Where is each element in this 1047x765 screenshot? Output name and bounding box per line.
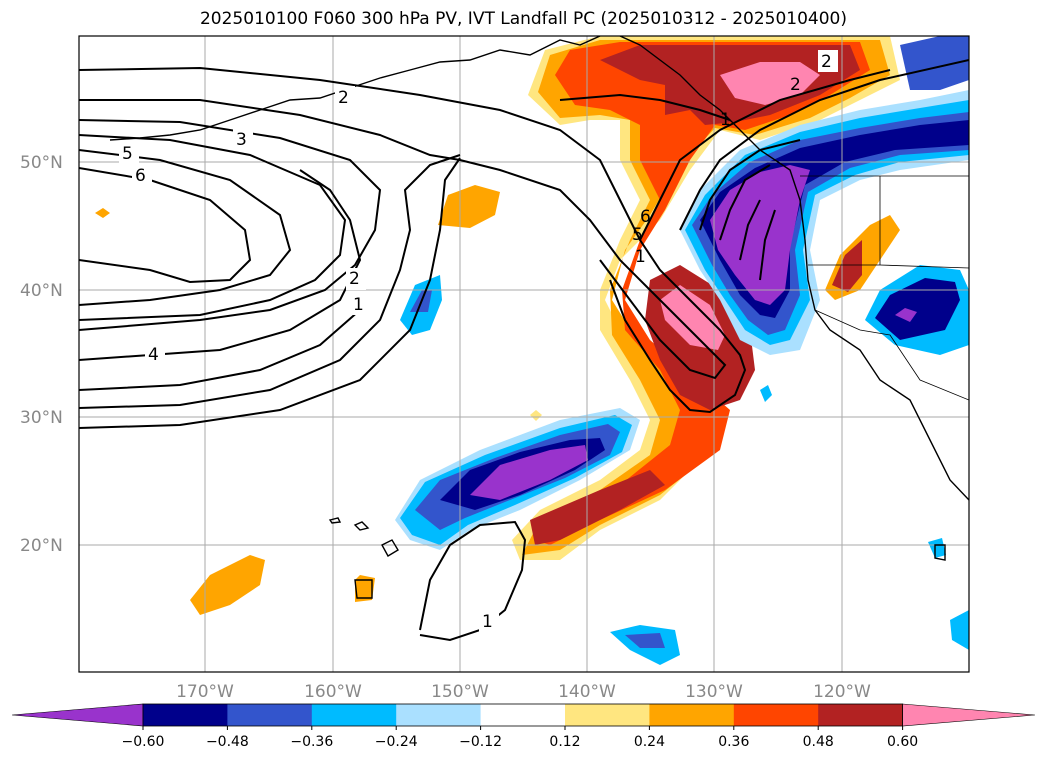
colorbar-segment <box>818 704 904 726</box>
colorbar-segment <box>396 704 482 726</box>
contour-label: 1 <box>353 295 364 315</box>
map-frame <box>78 35 970 673</box>
colorbar: −0.60 −0.48 −0.36 −0.24 −0.12 0.12 0.24 0.36 0.4… <box>11 703 1036 750</box>
map-title: 2025010100 F060 300 hPa PV, IVT Landfall… <box>199 9 847 29</box>
colorbar-segment <box>733 704 819 726</box>
colorbar-segment <box>227 704 313 726</box>
colorbar-frame <box>142 703 903 727</box>
lon-label: 160°W <box>304 682 362 702</box>
colorbar-segment <box>649 704 735 726</box>
colorbar-tick-label: 0.36 <box>718 734 749 750</box>
colorbar-tick-label: 0.12 <box>549 734 580 750</box>
colorbar-tick-label: −0.60 <box>122 734 165 750</box>
contour-label: 6 <box>640 207 651 227</box>
gridlines <box>79 36 969 672</box>
colorbar-tick-label: 0.48 <box>803 734 834 750</box>
lat-label: 50°N <box>20 153 63 173</box>
contour-label-group: 2 3 5 6 4 2 1 1 2 6 5 1 2 1 <box>119 50 838 632</box>
contour-label: 2 <box>338 88 349 108</box>
lon-label: 120°W <box>813 682 871 702</box>
lat-label: 20°N <box>20 536 63 556</box>
pv-contours <box>79 59 969 642</box>
colorbar-segment <box>565 704 650 726</box>
lon-label: 140°W <box>558 682 616 702</box>
borders <box>800 175 969 401</box>
shading-layer <box>95 36 969 665</box>
contour-label: 5 <box>632 225 643 245</box>
colorbar-extend-low <box>11 703 144 727</box>
contour-label: 2 <box>790 75 801 95</box>
lon-label: 170°W <box>176 682 234 702</box>
contour-label: 6 <box>135 166 146 186</box>
contour-label: 3 <box>236 130 247 150</box>
colorbar-tick-label: 0.60 <box>887 734 918 750</box>
colorbar-extend-high <box>902 703 1036 727</box>
lon-label: 130°W <box>685 682 743 702</box>
colorbar-segment <box>480 704 566 726</box>
contour-label: 4 <box>148 345 159 365</box>
contour-label: 5 <box>122 144 133 164</box>
colorbar-tick-label: 0.24 <box>634 734 665 750</box>
coastlines <box>109 36 969 599</box>
colorbar-segment <box>311 704 397 726</box>
colorbar-tick-label: −0.36 <box>290 734 333 750</box>
contour-label: 1 <box>720 110 731 130</box>
lon-label: 150°W <box>431 682 489 702</box>
contour-label: 2 <box>821 52 832 72</box>
lat-label: 30°N <box>20 408 63 428</box>
colorbar-tick-label: −0.24 <box>375 734 418 750</box>
lat-label: 40°N <box>20 281 63 301</box>
contour-label: 1 <box>635 247 646 267</box>
colorbar-tick-label: −0.48 <box>206 734 249 750</box>
contour-label: 1 <box>482 612 493 632</box>
colorbar-tick-label: −0.12 <box>459 734 502 750</box>
contour-label: 2 <box>349 269 360 289</box>
colorbar-segment <box>143 704 228 726</box>
